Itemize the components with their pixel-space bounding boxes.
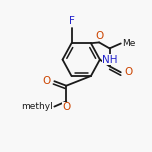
Text: O: O — [43, 76, 51, 86]
Text: O: O — [124, 67, 132, 77]
Text: methyl: methyl — [21, 102, 53, 111]
Text: NH: NH — [102, 55, 118, 65]
Text: O: O — [62, 102, 71, 112]
Text: O: O — [96, 31, 104, 41]
Text: F: F — [69, 16, 74, 26]
Text: Me: Me — [123, 39, 136, 48]
